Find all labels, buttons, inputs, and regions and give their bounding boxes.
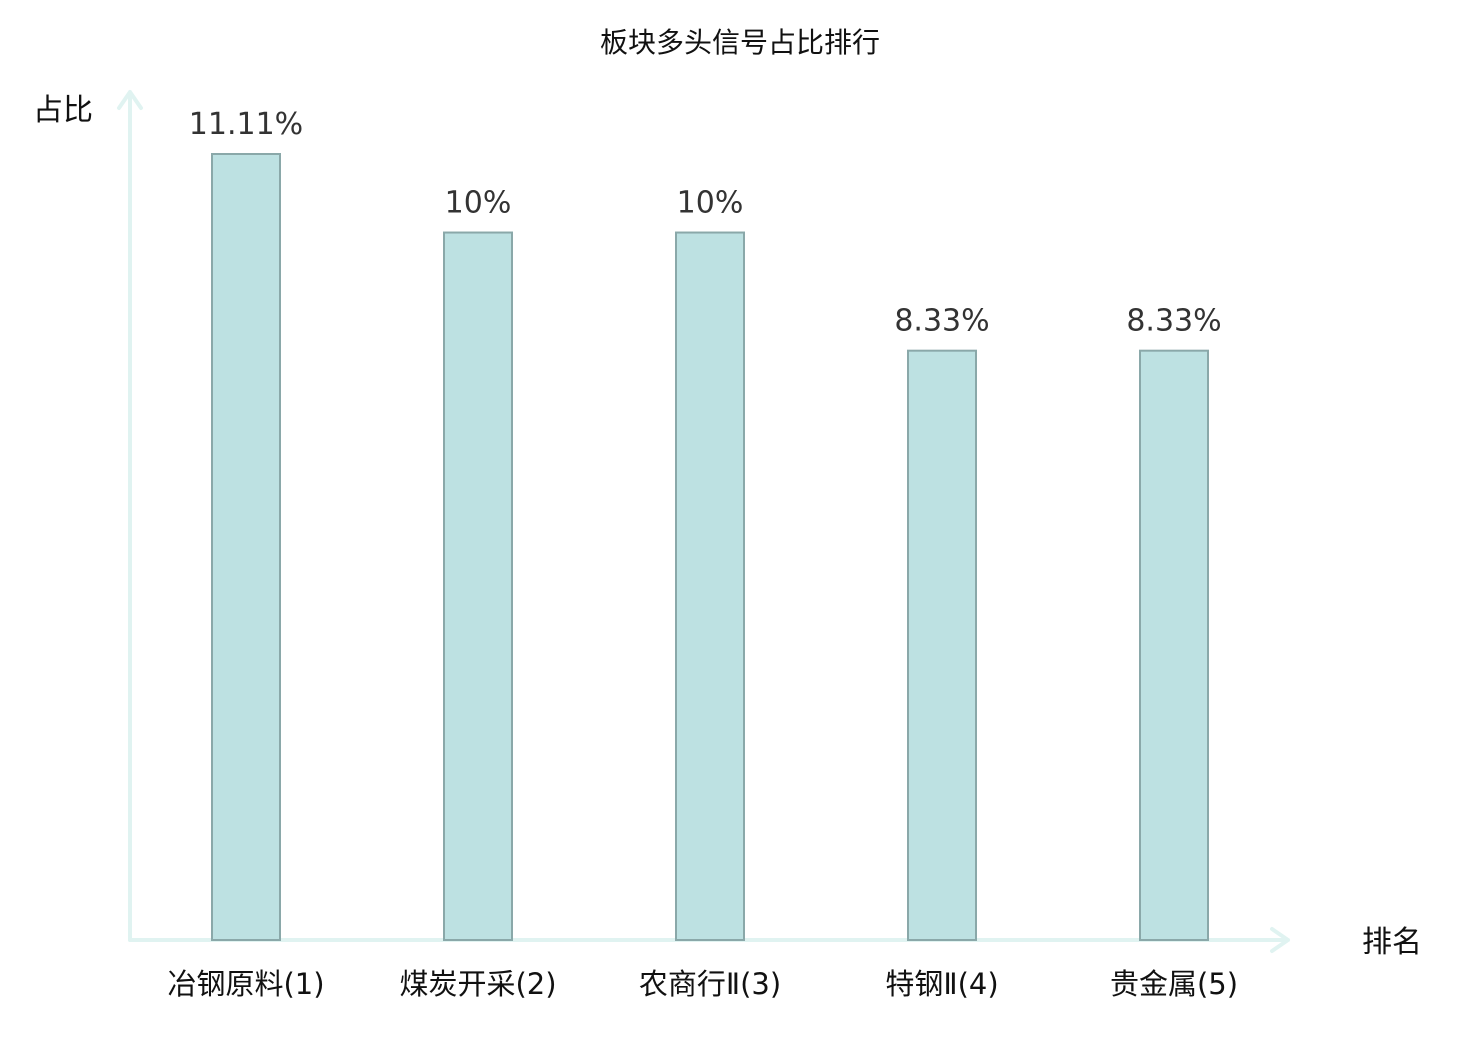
value-label-4: 8.33% — [894, 304, 989, 339]
category-label-3: 农商行Ⅱ(3) — [639, 967, 781, 1001]
category-label-1: 冶钢原料(1) — [167, 967, 324, 1001]
category-labels-group: 冶钢原料(1) 煤炭开采(2) 农商行Ⅱ(3) 特钢Ⅱ(4) 贵金属(5) — [167, 967, 1238, 1001]
value-label-2: 10% — [445, 186, 512, 221]
value-label-5: 8.33% — [1126, 304, 1221, 339]
value-label-1: 11.11% — [189, 107, 303, 142]
x-axis-label: 排名 — [1362, 925, 1422, 960]
bar-1 — [211, 153, 281, 941]
value-label-3: 10% — [677, 186, 744, 221]
value-labels-group: 11.11% 10% 10% 8.33% 8.33% — [189, 107, 1222, 339]
bar-5 — [1139, 349, 1209, 941]
y-axis-line — [117, 90, 143, 942]
bar-4 — [907, 349, 977, 941]
bars-group — [211, 153, 1209, 942]
category-label-5: 贵金属(5) — [1110, 967, 1238, 1001]
y-axis-label: 占比 — [33, 93, 93, 128]
category-label-4: 特钢Ⅱ(4) — [885, 967, 998, 1001]
category-label-2: 煤炭开采(2) — [399, 967, 556, 1001]
chart-title: 板块多头信号占比排行 — [600, 26, 880, 59]
bar-3 — [675, 231, 745, 942]
bar-2 — [443, 231, 513, 942]
